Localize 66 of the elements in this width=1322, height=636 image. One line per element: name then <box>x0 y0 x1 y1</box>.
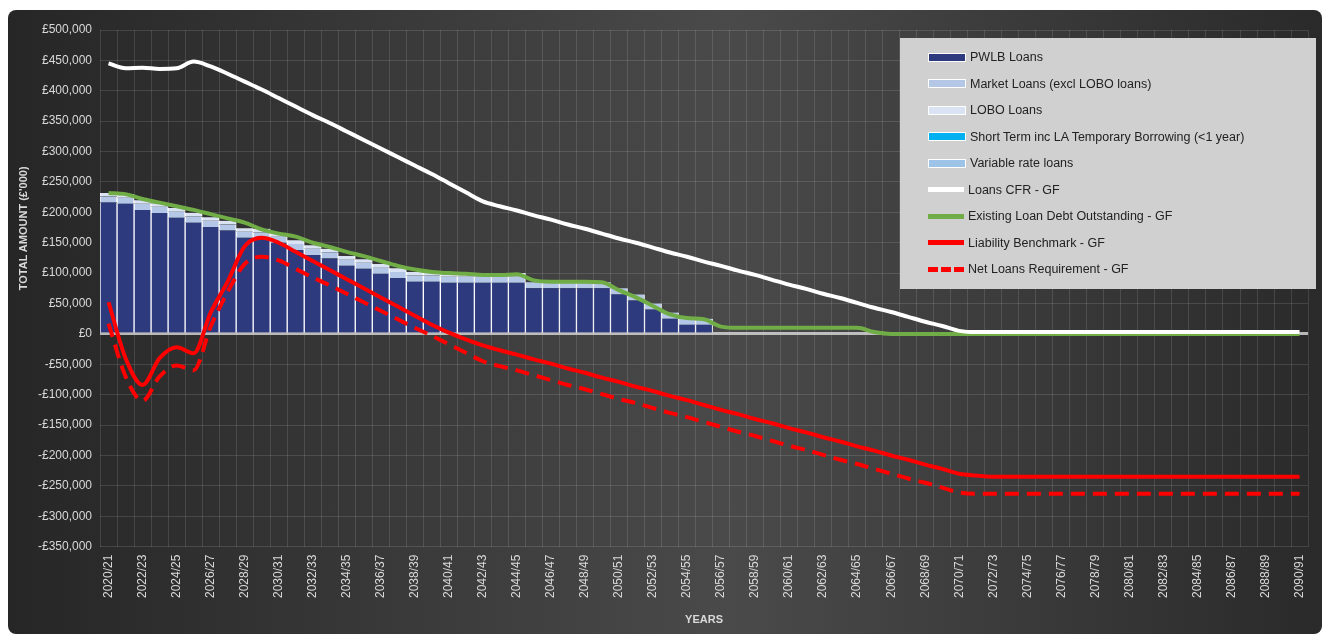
x-tick-label: 2090/91 <box>1291 554 1306 599</box>
x-tick-label: 2030/31 <box>271 554 286 599</box>
y-tick-label: -£350,000 <box>38 538 93 553</box>
y-tick-label: -£50,000 <box>44 356 93 371</box>
x-tick-label: 2020/21 <box>100 554 115 599</box>
x-tick-label: 2082/83 <box>1155 554 1170 599</box>
y-tick-label: £150,000 <box>41 235 93 250</box>
y-tick-label: -£250,000 <box>38 478 93 493</box>
legend-label: Variable rate loans <box>970 156 1074 171</box>
legend-label: PWLB Loans <box>970 50 1043 65</box>
x-tick-label: 2068/69 <box>917 554 932 599</box>
legend-label: Loans CFR - GF <box>968 182 1060 197</box>
x-axis-title: YEARS <box>685 613 724 626</box>
y-axis-title: TOTAL AMOUNT (£'000) <box>17 166 30 291</box>
x-tick-label: 2026/27 <box>202 554 217 599</box>
y-tick-label: £450,000 <box>41 52 93 67</box>
x-tick-label: 2042/43 <box>475 554 490 599</box>
x-tick-label: 2060/61 <box>781 554 796 599</box>
x-tick-label: 2058/59 <box>747 554 762 599</box>
legend-label: Net Loans Requirement - GF <box>968 262 1129 277</box>
x-tick-label: 2072/73 <box>985 554 1000 599</box>
line-series <box>106 59 1302 335</box>
y-tick-label: £100,000 <box>41 265 93 280</box>
x-tick-label: 2070/71 <box>951 554 966 599</box>
x-tick-label: 2028/29 <box>236 554 251 599</box>
x-tick-label: 2078/79 <box>1087 554 1102 599</box>
x-tick-label: 2044/45 <box>509 554 524 599</box>
y-tick-label: £300,000 <box>41 143 93 158</box>
x-tick-label: 2034/35 <box>339 554 354 599</box>
y-tick-label: -£300,000 <box>38 508 93 523</box>
y-tick-label: £200,000 <box>41 204 93 219</box>
y-tick-label: £250,000 <box>41 174 93 189</box>
legend-label: Existing Loan Debt Outstanding - GF <box>968 209 1173 224</box>
x-tick-label: 2036/37 <box>373 554 388 599</box>
x-tick-label: 2054/55 <box>679 554 694 599</box>
y-tick-label: -£150,000 <box>38 417 93 432</box>
y-tick-label: £50,000 <box>48 295 93 310</box>
y-tick-label: £500,000 <box>41 22 93 37</box>
x-tick-label: 2084/85 <box>1189 554 1204 599</box>
x-tick-label: 2050/51 <box>611 554 626 599</box>
x-tick-label: 2022/23 <box>134 554 149 599</box>
legend-label: Liability Benchmark - GF <box>968 235 1105 250</box>
x-tick-label: 2066/67 <box>883 554 898 599</box>
x-tick-label: 2076/77 <box>1053 554 1068 599</box>
x-tick-label: 2056/57 <box>713 554 728 599</box>
y-tick-label: £400,000 <box>41 83 93 98</box>
x-tick-label: 2074/75 <box>1019 554 1034 599</box>
x-tick-label: 2024/25 <box>168 554 183 599</box>
legend-label: Market Loans (excl LOBO loans) <box>970 76 1152 91</box>
x-tick-label: 2048/49 <box>577 554 592 599</box>
x-tick-label: 2088/89 <box>1257 554 1272 599</box>
x-tick-label: 2062/63 <box>815 554 830 599</box>
y-tick-label: £0 <box>78 326 93 341</box>
x-tick-label: 2080/81 <box>1121 554 1136 599</box>
legend-label: Short Term inc LA Temporary Borrowing (<1 year) <box>970 129 1245 144</box>
x-tick-label: 2038/39 <box>407 554 422 599</box>
y-tick-label: -£100,000 <box>38 386 93 401</box>
legend-label: LOBO Loans <box>970 103 1043 118</box>
x-tick-label: 2032/33 <box>305 554 320 599</box>
x-tick-label: 2040/41 <box>441 554 456 599</box>
x-tick-label: 2046/47 <box>543 554 558 599</box>
y-tick-label: -£200,000 <box>38 447 93 462</box>
x-tick-label: 2052/53 <box>645 554 660 599</box>
y-tick-label: £350,000 <box>41 113 93 128</box>
x-tick-label: 2086/87 <box>1223 554 1238 599</box>
x-tick-label: 2064/65 <box>849 554 864 599</box>
